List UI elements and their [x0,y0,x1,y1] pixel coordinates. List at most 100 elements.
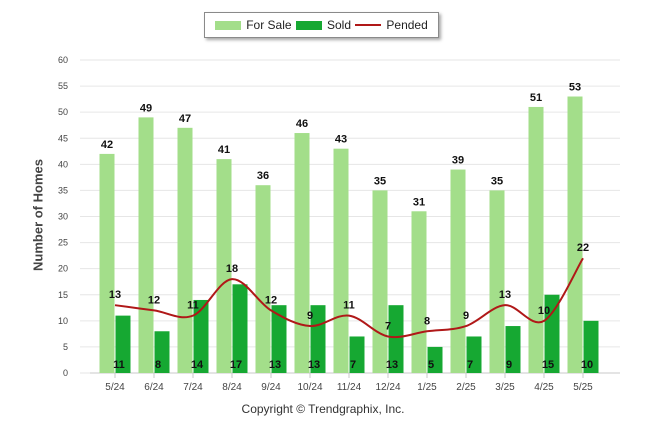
data-labels: 42 49 47 41 36 46 43 35 31 39 35 51 53 11 8 14 17 13 13 7 13… [101,82,593,371]
x-tick-label: 1/25 [417,382,437,393]
for-sale-bar [255,185,271,373]
for-sale-value-label: 47 [179,113,191,125]
pended-value-label: 9 [463,310,469,322]
sold-value-label: 13 [386,359,398,371]
x-tick-label: 4/25 [534,382,554,393]
for-sale-bar [216,159,232,373]
pended-value-label: 12 [265,294,277,306]
sold-bar [349,336,365,373]
sold-value-label: 10 [581,359,593,371]
pended-value-label: 22 [577,242,589,254]
sold-bar [583,320,599,373]
for-sale-value-label: 31 [413,196,425,208]
sold-bar [115,315,131,373]
y-axis-label: Number of Homes [30,159,46,271]
x-tick-label: 12/24 [375,382,400,393]
pended-swatch [355,24,382,26]
legend-label-pended: Pended [386,18,428,32]
x-tick-label: 5/24 [105,382,125,393]
sold-bar [427,346,443,373]
for-sale-bar [528,106,544,373]
sold-bar [388,305,404,373]
sold-bar [505,326,521,373]
legend-label-sold: Sold [326,18,351,32]
sold-value-label: 8 [155,359,161,371]
pended-value-label: 8 [424,315,430,327]
sold-value-label: 15 [542,359,554,371]
y-tick-label: 15 [58,290,68,300]
x-tick-label: 5/25 [573,382,593,393]
for-sale-value-label: 39 [452,155,464,167]
x-axis: 5/24 6/24 7/24 8/24 9/24 10/24 11/24 12/24 1/25 2… [90,372,620,393]
sold-bar [271,305,287,373]
legend-item-for-sale[interactable]: For Sale [215,18,292,32]
copyright-text: Copyright © Trendgraphix, Inc. [241,402,405,416]
x-tick-label: 9/24 [261,382,281,393]
x-tick-label: 3/25 [495,382,515,393]
sold-bar [310,305,326,373]
pended-value-label: 12 [148,294,160,306]
sold-bar [466,336,482,373]
sold-bar [544,294,560,373]
for-sale-bar [489,190,505,373]
y-tick-label: 40 [58,159,68,169]
for-sale-bar [411,211,427,373]
pended-value-label: 11 [343,300,355,312]
y-tick-label: 55 [58,81,68,91]
pended-value-label: 9 [307,310,313,322]
sold-value-label: 14 [191,359,204,371]
y-tick-label: 60 [58,55,68,65]
sold-value-label: 13 [308,359,320,371]
for-sale-value-label: 41 [218,144,230,156]
pended-value-label: 7 [385,320,391,332]
sold-value-label: 9 [506,359,512,371]
y-tick-label: 20 [58,264,68,274]
legend-label-for-sale: For Sale [246,18,292,32]
sold-value-label: 17 [230,359,242,371]
y-axis: 0 5 10 15 20 25 30 35 40 45 50 55 60 [58,55,68,378]
sold-bar [232,284,248,373]
for-sale-bar [450,169,466,373]
for-sale-value-label: 46 [296,118,308,130]
pended-value-label: 13 [109,289,121,301]
pended-value-label: 18 [226,263,238,275]
x-tick-label: 2/25 [456,382,476,393]
for-sale-bar [333,148,349,373]
legend-item-sold[interactable]: Sold [295,18,351,32]
for-sale-value-label: 36 [257,170,269,182]
y-tick-label: 25 [58,238,68,248]
y-tick-label: 45 [58,133,68,143]
legend-item-pended[interactable]: Pended [355,18,428,32]
sold-value-label: 11 [113,359,125,371]
for-sale-bar [138,117,154,373]
sold-bar [154,331,170,373]
for-sale-bar [294,133,310,373]
for-sale-value-label: 42 [101,139,113,151]
for-sale-bar [99,153,115,373]
for-sale-value-label: 43 [335,134,347,146]
x-tick-label: 8/24 [222,382,242,393]
for-sale-value-label: 35 [374,175,386,187]
pended-value-label: 10 [538,305,550,317]
sold-value-label: 5 [428,359,434,371]
y-tick-label: 30 [58,212,68,222]
y-tick-label: 0 [63,368,68,378]
x-tick-label: 10/24 [297,382,322,393]
for-sale-bar [567,96,583,374]
sold-value-label: 7 [467,359,473,371]
for-sale-value-label: 35 [491,175,503,187]
sold-value-label: 7 [350,359,356,371]
pended-value-label: 13 [499,289,511,301]
y-tick-label: 50 [58,107,68,117]
x-tick-label: 11/24 [337,382,362,393]
sold-swatch [295,20,322,30]
pended-line [114,257,584,339]
y-tick-label: 5 [63,342,68,352]
for-sale-value-label: 53 [569,82,581,94]
for-sale-swatch [215,20,242,30]
y-tick-label: 10 [58,316,68,326]
for-sale-value-label: 51 [530,92,542,104]
x-tick-label: 6/24 [144,382,164,393]
for-sale-value-label: 49 [140,102,152,114]
